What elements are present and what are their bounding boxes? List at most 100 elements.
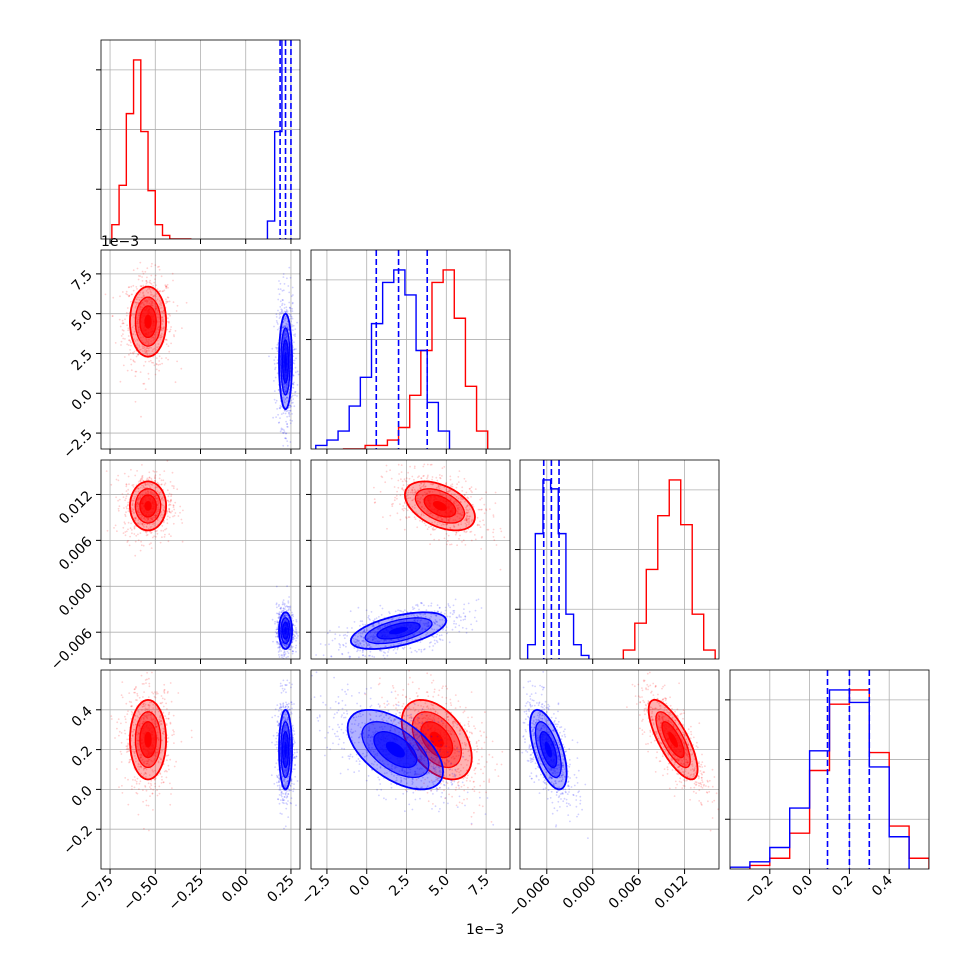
scatter-point: [291, 650, 294, 653]
scatter-point: [146, 533, 149, 536]
scatter-point: [134, 495, 137, 498]
scatter-point: [479, 498, 482, 501]
scatter-point: [393, 486, 396, 488]
scatter-point: [285, 420, 287, 423]
scatter-point: [397, 463, 400, 466]
scatter-point: [147, 482, 149, 485]
scatter-point: [180, 367, 183, 370]
scatter-point: [152, 294, 155, 297]
scatter-point: [284, 646, 287, 649]
scatter-point: [436, 621, 438, 623]
scatter-point: [282, 273, 285, 275]
scatter-point: [276, 641, 279, 644]
scatter-point: [125, 483, 128, 486]
scatter-point: [433, 622, 436, 625]
scatter-point: [132, 511, 135, 514]
scatter-point: [172, 714, 175, 717]
scatter-point: [133, 338, 136, 340]
scatter-point: [182, 509, 184, 512]
scatter-point: [171, 485, 174, 487]
scatter-point: [148, 543, 151, 546]
scatter-point: [151, 302, 154, 305]
scatter-point: [480, 607, 483, 609]
scatter-point: [152, 718, 154, 720]
scatter-point: [122, 496, 125, 499]
scatter-point: [365, 609, 368, 612]
scatter-point: [284, 640, 287, 643]
scatter-point: [446, 523, 448, 526]
scatter-point: [468, 488, 471, 490]
scatter-point: [145, 768, 148, 771]
scatter-point: [292, 329, 294, 332]
scatter-point: [356, 640, 359, 642]
scatter-point: [170, 793, 172, 795]
scatter-point: [375, 635, 377, 638]
scatter-point: [140, 302, 143, 305]
scatter-point: [429, 463, 432, 466]
scatter-point: [157, 483, 160, 485]
scatter-point: [139, 305, 141, 308]
scatter-point: [467, 602, 470, 605]
scatter-point: [161, 525, 164, 527]
axes-frame: [310, 249, 511, 450]
scatter-point: [282, 396, 285, 399]
scatter-point: [121, 329, 124, 331]
scatter-point: [143, 705, 146, 707]
scatter-point: [144, 518, 147, 521]
scatter-point: [136, 733, 138, 736]
scatter-point: [161, 319, 164, 322]
scatter-point: [421, 494, 424, 497]
density-fill-red: [144, 314, 152, 329]
scatter-point: [285, 644, 288, 646]
scatter-point: [125, 530, 128, 533]
scatter-point: [136, 505, 139, 508]
scatter-point: [276, 328, 279, 331]
scatter-point: [283, 654, 286, 656]
scatter-point: [356, 650, 358, 653]
scatter-point: [457, 524, 460, 527]
scatter-point: [426, 528, 429, 530]
scatter-point: [149, 288, 151, 291]
scatter-point: [147, 518, 150, 521]
scatter-point: [434, 521, 436, 523]
scatter-point: [414, 518, 417, 520]
scatter-point: [431, 649, 434, 652]
scatter-point: [176, 360, 179, 363]
scatter-point: [447, 518, 449, 521]
scatter-point: [147, 492, 149, 495]
scatter-point: [276, 636, 279, 638]
scatter-point: [277, 605, 280, 607]
scatter-point: [146, 708, 149, 710]
scatter-point: [155, 511, 158, 514]
scatter-point: [139, 307, 141, 309]
scatter-point: [160, 483, 163, 486]
scatter-point: [465, 514, 468, 517]
scatter-point: [162, 509, 165, 511]
scatter-point: [147, 347, 150, 350]
scatter-point: [400, 471, 403, 473]
scatter-point: [421, 520, 424, 523]
scatter-point: [145, 716, 148, 719]
scatter-point: [139, 333, 141, 336]
scatter-point: [283, 385, 286, 388]
scatter-point: [150, 517, 153, 520]
scatter-point: [454, 519, 457, 521]
scatter-point: [405, 477, 408, 479]
scatter-point: [154, 480, 157, 483]
scatter-point: [282, 326, 284, 329]
scatter-point: [168, 321, 170, 324]
scatter-point: [455, 496, 458, 498]
scatter-point: [275, 640, 278, 643]
scatter-point: [283, 388, 286, 391]
scatter-point: [143, 523, 146, 526]
scatter-point: [430, 512, 433, 515]
scatter-point: [279, 282, 282, 285]
scatter-point: [113, 527, 115, 529]
scatter-point: [167, 754, 170, 757]
scatter-point: [153, 347, 156, 350]
scatter-point: [282, 601, 284, 604]
scatter-point: [294, 335, 296, 337]
scatter-point: [163, 470, 166, 472]
scatter-point: [399, 616, 401, 619]
scatter-point: [142, 295, 145, 298]
